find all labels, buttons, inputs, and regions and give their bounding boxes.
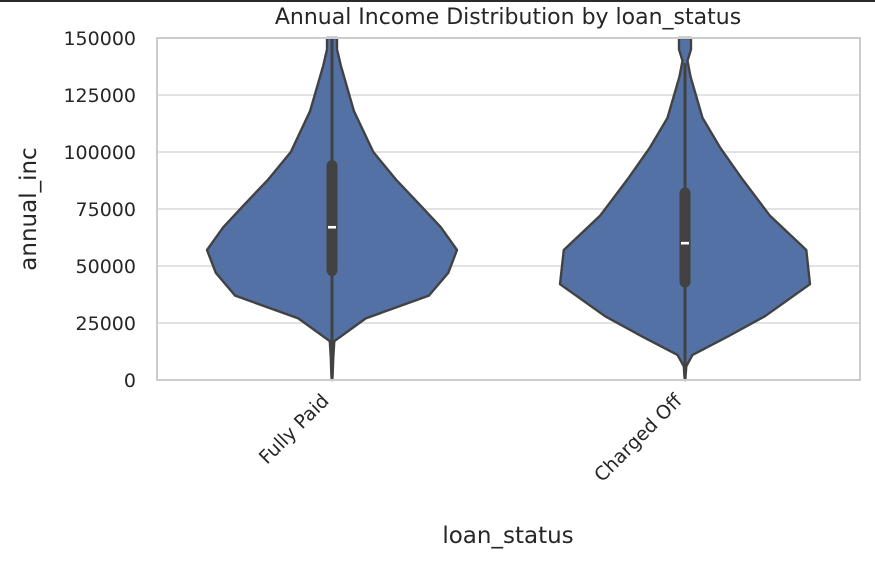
y-tick-label: 150000 xyxy=(63,28,136,50)
plot-frame xyxy=(156,37,861,381)
x-tick-label: Charged Off xyxy=(590,389,687,486)
y-axis-label: annual_inc xyxy=(16,147,42,270)
y-tick-label: 25000 xyxy=(76,313,136,335)
top-rule xyxy=(0,0,875,2)
y-tick-label: 0 xyxy=(124,370,136,392)
x-tick-label: Fully Paid xyxy=(255,390,334,469)
chart-title: Annual Income Distribution by loan_statu… xyxy=(275,5,741,30)
y-tick-label: 50000 xyxy=(76,256,136,278)
y-tick-labels: 0 25000 50000 75000 100000 125000 150000 xyxy=(63,28,136,392)
y-tick-label: 75000 xyxy=(76,199,136,221)
y-tick-label: 125000 xyxy=(63,85,136,107)
y-tick-label: 100000 xyxy=(63,142,136,164)
violin-fully-paid xyxy=(205,36,459,382)
x-axis-label: loan_status xyxy=(442,523,573,549)
x-tick-labels: Fully Paid Charged Off xyxy=(255,389,687,486)
